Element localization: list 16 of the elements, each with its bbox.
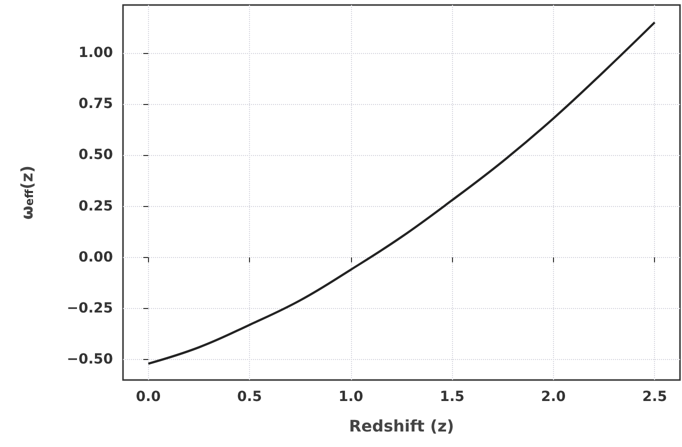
y-tick-label: −0.50 [66,352,114,368]
x-tick-label: 2.0 [541,389,566,405]
y-tick-label: 0.75 [78,96,113,112]
x-tick-label: 0.5 [237,389,262,405]
y-axis-title: ωeff(z) [18,165,36,220]
y-tick-label: 1.00 [78,45,114,62]
x-axis-title: Redshift (z) [348,416,454,436]
line-series [147,21,656,365]
x-tick-label: 0.0 [136,389,161,405]
x-tick-label: 1.5 [440,389,465,405]
y-tick-label: 0.00 [78,249,114,266]
y-tick-label: 0.50 [78,147,114,164]
y-tick-label: 0.25 [78,198,113,214]
x-tick-label: 1.0 [338,389,364,405]
x-tick-label: 2.5 [642,389,668,405]
y-tick-label: −0.25 [66,300,113,316]
